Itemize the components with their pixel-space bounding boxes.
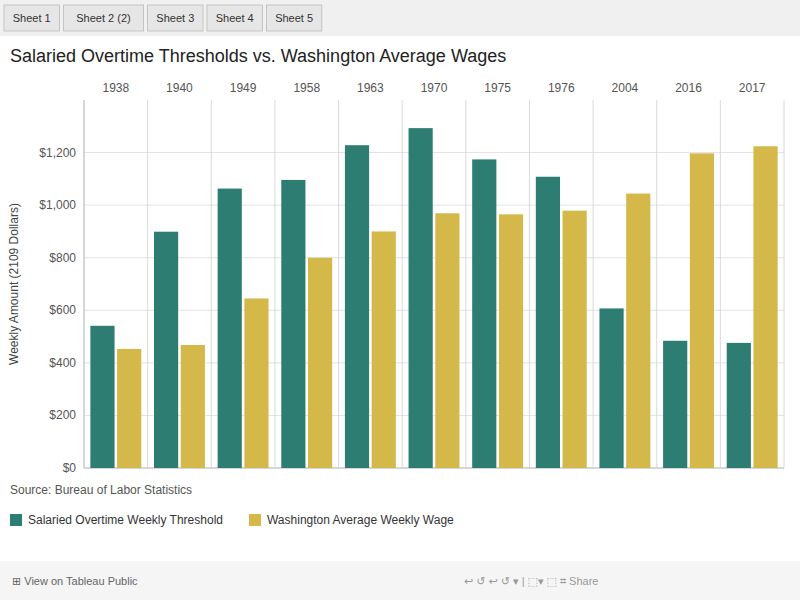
y-tick-label: $1,000 [39, 198, 76, 212]
tab-label: Sheet 5 [275, 12, 313, 24]
legend: Salaried Overtime Weekly Threshold Washin… [10, 513, 454, 527]
y-axis: $0 $200 $400 $600 $800 $1,000 $1,200 [39, 100, 784, 475]
x-tick-label: 1963 [357, 81, 384, 95]
page: {"chart_data": { "type": "bar", "title":… [0, 0, 800, 600]
legend-label: Salaried Overtime Weekly Threshold [28, 513, 223, 527]
y-axis-label: Weekly Amount (2109 Dollars) [7, 203, 21, 365]
group-divider [274, 100, 275, 468]
x-tick-label: 1975 [484, 81, 511, 95]
bar [345, 145, 369, 468]
tab [4, 5, 59, 31]
x-tick-label: 1970 [421, 81, 448, 95]
bar [499, 214, 523, 468]
x-tick-label: 1949 [230, 81, 257, 95]
tab [63, 5, 143, 31]
chart: Sheet 1Sheet 2 (2)Sheet 3Sheet 4Sheet 5S… [0, 0, 800, 600]
bar [181, 345, 205, 468]
source: Source: Bureau of Labor Statistics [10, 483, 192, 497]
y-tick-label: $200 [49, 408, 76, 422]
tab [207, 5, 262, 31]
x-tick-label: 1958 [293, 81, 320, 95]
group-divider [402, 100, 403, 468]
title: Salaried Overtime Thresholds vs. Washing… [10, 46, 506, 66]
legend-swatch [249, 514, 261, 526]
bar [690, 153, 714, 468]
y-tick-label: $1,200 [39, 146, 76, 160]
tab-label: Sheet 3 [156, 12, 194, 24]
bar [218, 189, 242, 468]
group-divider [656, 100, 657, 468]
bar [626, 194, 650, 468]
bar [90, 326, 114, 468]
x-axis: 1938 1940 1949 1958 1963 1970 1975 1976 2004 2016… [84, 81, 784, 468]
tab-label: Sheet 2 (2) [76, 12, 130, 24]
bar [563, 211, 587, 468]
x-tick-label: 1940 [166, 81, 193, 95]
footer-toolbar: ↩ ↺ ↩ ↺ ▾ | ⬚▾ ⬚ ⌗ Share [464, 575, 598, 587]
group-divider [338, 100, 339, 468]
grid-line [84, 257, 784, 258]
legend-label: Washington Average Weekly Wage [267, 513, 454, 527]
background [0, 0, 800, 600]
bar [308, 258, 332, 468]
bars [90, 128, 777, 468]
legend-swatch [10, 514, 22, 526]
bar [409, 128, 433, 468]
tab [148, 5, 203, 31]
bar [599, 308, 623, 468]
tab-label: Sheet 1 [13, 12, 51, 24]
tab-bar-background [0, 0, 800, 36]
group-divider [720, 100, 721, 468]
bar [727, 343, 751, 468]
group-divider [465, 100, 466, 468]
bar [753, 146, 777, 468]
group-divider [593, 100, 594, 468]
footer-background [0, 561, 800, 600]
y-axis-line [84, 100, 85, 468]
footer: ⊞ View on Tableau Public ↩ ↺ ↩ ↺ ▾ | ⬚▾ ⬚… [0, 561, 800, 600]
bar [154, 232, 178, 468]
grid-line [84, 152, 784, 153]
bar [372, 231, 396, 468]
x-tick-label: 2017 [739, 81, 766, 95]
group-divider [211, 100, 212, 468]
x-tick-label: 2004 [612, 81, 639, 95]
x-tick-label: 1976 [548, 81, 575, 95]
bar [244, 298, 268, 468]
y-tick-label: $0 [63, 461, 77, 475]
group-divider [147, 100, 148, 468]
x-tick-label: 2016 [675, 81, 702, 95]
bar [536, 177, 560, 468]
bar [117, 349, 141, 468]
tab [266, 5, 321, 31]
y-tick-label: $800 [49, 251, 76, 265]
grid-line [84, 310, 784, 311]
bar [472, 159, 496, 468]
tab-bar: Sheet 1 Sheet 2 (2) Sheet 3 Sheet 4 Sheet 5 [0, 0, 800, 36]
bar [663, 341, 687, 468]
x-tick-label: 1938 [102, 81, 129, 95]
group-divider [784, 100, 785, 468]
bar [281, 180, 305, 468]
grid-line [84, 205, 784, 206]
group-divider [529, 100, 530, 468]
group-divider [84, 100, 85, 468]
tab-label: Sheet 4 [216, 12, 254, 24]
footer-link: ⊞ View on Tableau Public [12, 575, 138, 587]
bar [435, 213, 459, 468]
y-tick-label: $600 [49, 303, 76, 317]
y-tick-label: $400 [49, 356, 76, 370]
